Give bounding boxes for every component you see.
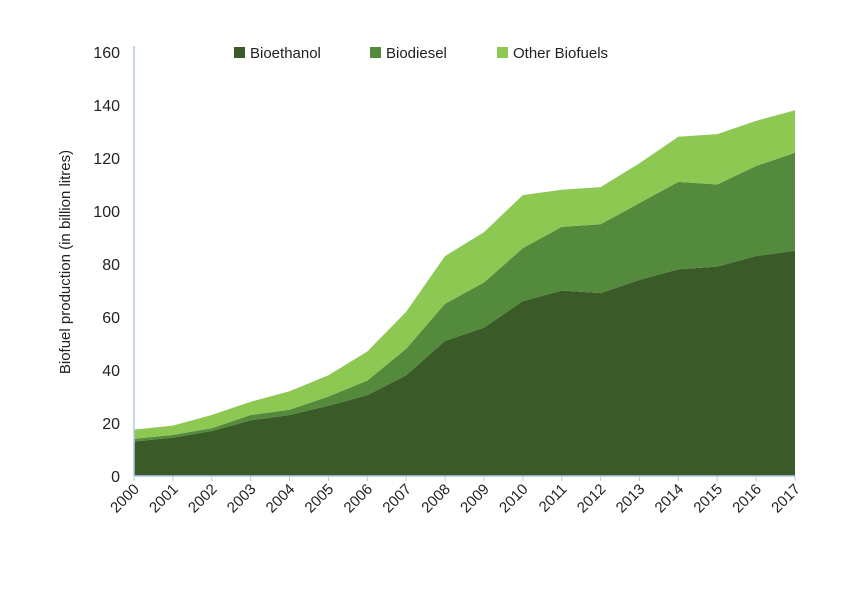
- legend-label: Biodiesel: [386, 45, 447, 62]
- area-layer: [134, 110, 795, 476]
- x-tick-label: 2001: [146, 481, 182, 517]
- y-axis-label: Biofuel production (in billion litres): [57, 150, 74, 374]
- area-bioethanol: [134, 250, 795, 476]
- x-tick-labels: 2000 2001 2002 2003 2004 2005 2006 2007 2008 2009…: [107, 481, 804, 517]
- x-tick-label: 2002: [185, 481, 221, 517]
- legend-label: Other Biofuels: [513, 45, 608, 62]
- legend: Bioethanol Biodiesel Other Biofuels: [234, 45, 608, 62]
- y-tick-label: 140: [93, 98, 120, 115]
- legend-swatch: [497, 47, 508, 58]
- x-tick-label: 2014: [652, 481, 688, 517]
- x-tick-label: 2000: [107, 481, 143, 517]
- x-tick-label: 2005: [302, 481, 338, 517]
- y-tick-label: 80: [102, 257, 120, 274]
- y-tick-label: 0: [111, 469, 120, 486]
- y-tick-label: 40: [102, 363, 120, 380]
- axes: [133, 46, 796, 481]
- x-tick-label: 2013: [613, 481, 649, 517]
- x-tick-label: 2015: [690, 481, 726, 517]
- area-other-biofuels: [134, 110, 795, 439]
- x-tick-label: 2012: [574, 481, 610, 517]
- x-tick-label: 2008: [418, 481, 454, 517]
- x-tick-label: 2004: [263, 481, 299, 517]
- y-tick-label: 20: [102, 416, 120, 433]
- x-tick-label: 2011: [536, 481, 571, 516]
- y-tick-label: 60: [102, 310, 120, 327]
- x-tick-label: 2017: [768, 481, 804, 517]
- y-tick-label: 120: [93, 151, 120, 168]
- x-tick-label: 2007: [379, 481, 415, 517]
- x-tick-label: 2016: [729, 481, 765, 517]
- y-tick-labels: 0 20 40 60 80 100 120 140 160: [93, 45, 120, 486]
- x-tick-label: 2006: [341, 481, 377, 517]
- area-biodiesel: [134, 152, 795, 442]
- x-tick-label: 2003: [224, 481, 260, 517]
- x-tick-label: 2010: [496, 481, 532, 517]
- legend-label: Bioethanol: [250, 45, 321, 62]
- y-tick-label: 100: [93, 204, 120, 221]
- legend-swatch: [234, 47, 245, 58]
- y-tick-label: 160: [93, 45, 120, 62]
- x-tick-label: 2009: [457, 481, 493, 517]
- legend-swatch: [370, 47, 381, 58]
